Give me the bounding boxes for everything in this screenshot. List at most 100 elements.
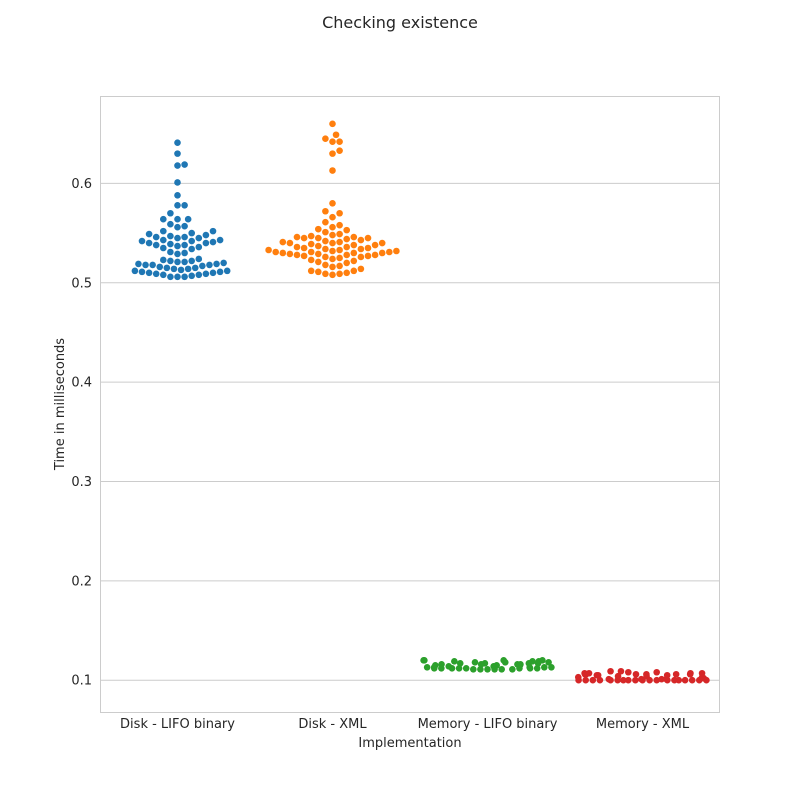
- data-point: [160, 272, 167, 279]
- y-tick-labels: 0.1 0.2 0.3 0.4 0.5 0.6: [71, 177, 92, 689]
- data-point: [149, 262, 156, 269]
- data-point: [336, 271, 343, 278]
- data-point: [287, 251, 294, 258]
- data-point: [188, 230, 195, 237]
- data-point: [181, 223, 188, 230]
- data-point: [294, 252, 301, 259]
- data-point: [160, 245, 167, 252]
- data-point: [153, 234, 160, 241]
- data-point: [220, 260, 227, 267]
- data-point: [336, 147, 343, 154]
- data-point: [438, 661, 445, 668]
- data-point: [329, 264, 336, 271]
- data-point: [153, 271, 160, 278]
- data-point: [181, 250, 188, 257]
- data-point: [493, 662, 500, 669]
- data-point: [171, 266, 178, 273]
- data-point: [653, 669, 660, 676]
- data-point: [699, 670, 706, 677]
- y-tick-label: 0.3: [71, 475, 92, 490]
- data-point: [689, 677, 696, 684]
- data-point: [192, 265, 199, 272]
- data-point: [210, 228, 217, 235]
- data-point: [188, 246, 195, 253]
- data-point: [196, 256, 203, 263]
- data-point: [308, 257, 315, 264]
- data-point: [329, 240, 336, 247]
- data-point: [315, 259, 322, 266]
- data-point: [343, 244, 350, 251]
- data-point: [514, 661, 521, 668]
- data-point: [343, 236, 350, 243]
- data-point: [322, 229, 329, 236]
- data-point: [358, 237, 365, 244]
- data-point: [185, 216, 192, 223]
- data-point: [280, 239, 287, 246]
- data-point: [343, 260, 350, 267]
- data-points: [132, 121, 710, 684]
- data-point: [529, 658, 536, 665]
- data-point: [539, 657, 546, 664]
- data-point: [308, 249, 315, 256]
- data-point: [203, 240, 210, 247]
- data-point: [541, 664, 548, 671]
- data-point: [188, 258, 195, 265]
- data-point: [301, 253, 308, 260]
- data-point: [315, 243, 322, 250]
- data-point: [322, 254, 329, 261]
- data-point: [174, 202, 181, 209]
- data-point: [167, 233, 174, 240]
- data-point: [625, 669, 632, 676]
- data-point: [484, 666, 491, 673]
- data-point: [206, 262, 213, 269]
- data-point: [139, 238, 146, 245]
- data-point: [322, 219, 329, 226]
- data-point: [351, 268, 358, 275]
- data-point: [272, 249, 279, 256]
- data-point: [322, 238, 329, 245]
- data-point: [424, 664, 431, 671]
- data-point: [294, 244, 301, 251]
- data-point: [545, 659, 552, 666]
- data-point: [687, 670, 694, 677]
- data-point: [322, 208, 329, 215]
- data-point: [315, 269, 322, 276]
- data-point: [181, 259, 188, 266]
- data-point: [322, 135, 329, 142]
- data-point: [329, 138, 336, 145]
- data-point: [336, 239, 343, 246]
- data-point: [606, 676, 613, 683]
- data-point: [160, 237, 167, 244]
- data-point: [217, 237, 224, 244]
- data-point: [174, 192, 181, 199]
- data-point: [188, 238, 195, 245]
- data-point: [213, 261, 220, 268]
- data-point: [174, 243, 181, 250]
- x-tick-label: Disk - XML: [298, 717, 367, 732]
- data-point: [142, 262, 149, 269]
- data-point: [607, 668, 614, 675]
- x-tick-labels: Disk - LIFO binary Disk - XML Memory - LIF…: [120, 717, 690, 732]
- data-point: [329, 150, 336, 157]
- data-point: [336, 222, 343, 229]
- data-point: [620, 677, 627, 684]
- data-point: [181, 234, 188, 241]
- y-tick-label: 0.5: [71, 276, 92, 291]
- data-point: [146, 240, 153, 247]
- data-point: [351, 258, 358, 265]
- data-point: [336, 138, 343, 145]
- y-tick-label: 0.6: [71, 177, 92, 192]
- data-point: [174, 251, 181, 258]
- data-point: [618, 668, 625, 675]
- data-point: [358, 246, 365, 253]
- data-point: [188, 273, 195, 280]
- data-point: [432, 662, 439, 669]
- data-point: [217, 269, 224, 276]
- data-point: [174, 139, 181, 146]
- data-point: [294, 234, 301, 241]
- data-point: [664, 672, 671, 679]
- y-tick-label: 0.4: [71, 376, 92, 391]
- data-point: [322, 262, 329, 269]
- data-point: [365, 245, 372, 252]
- data-point: [196, 272, 203, 279]
